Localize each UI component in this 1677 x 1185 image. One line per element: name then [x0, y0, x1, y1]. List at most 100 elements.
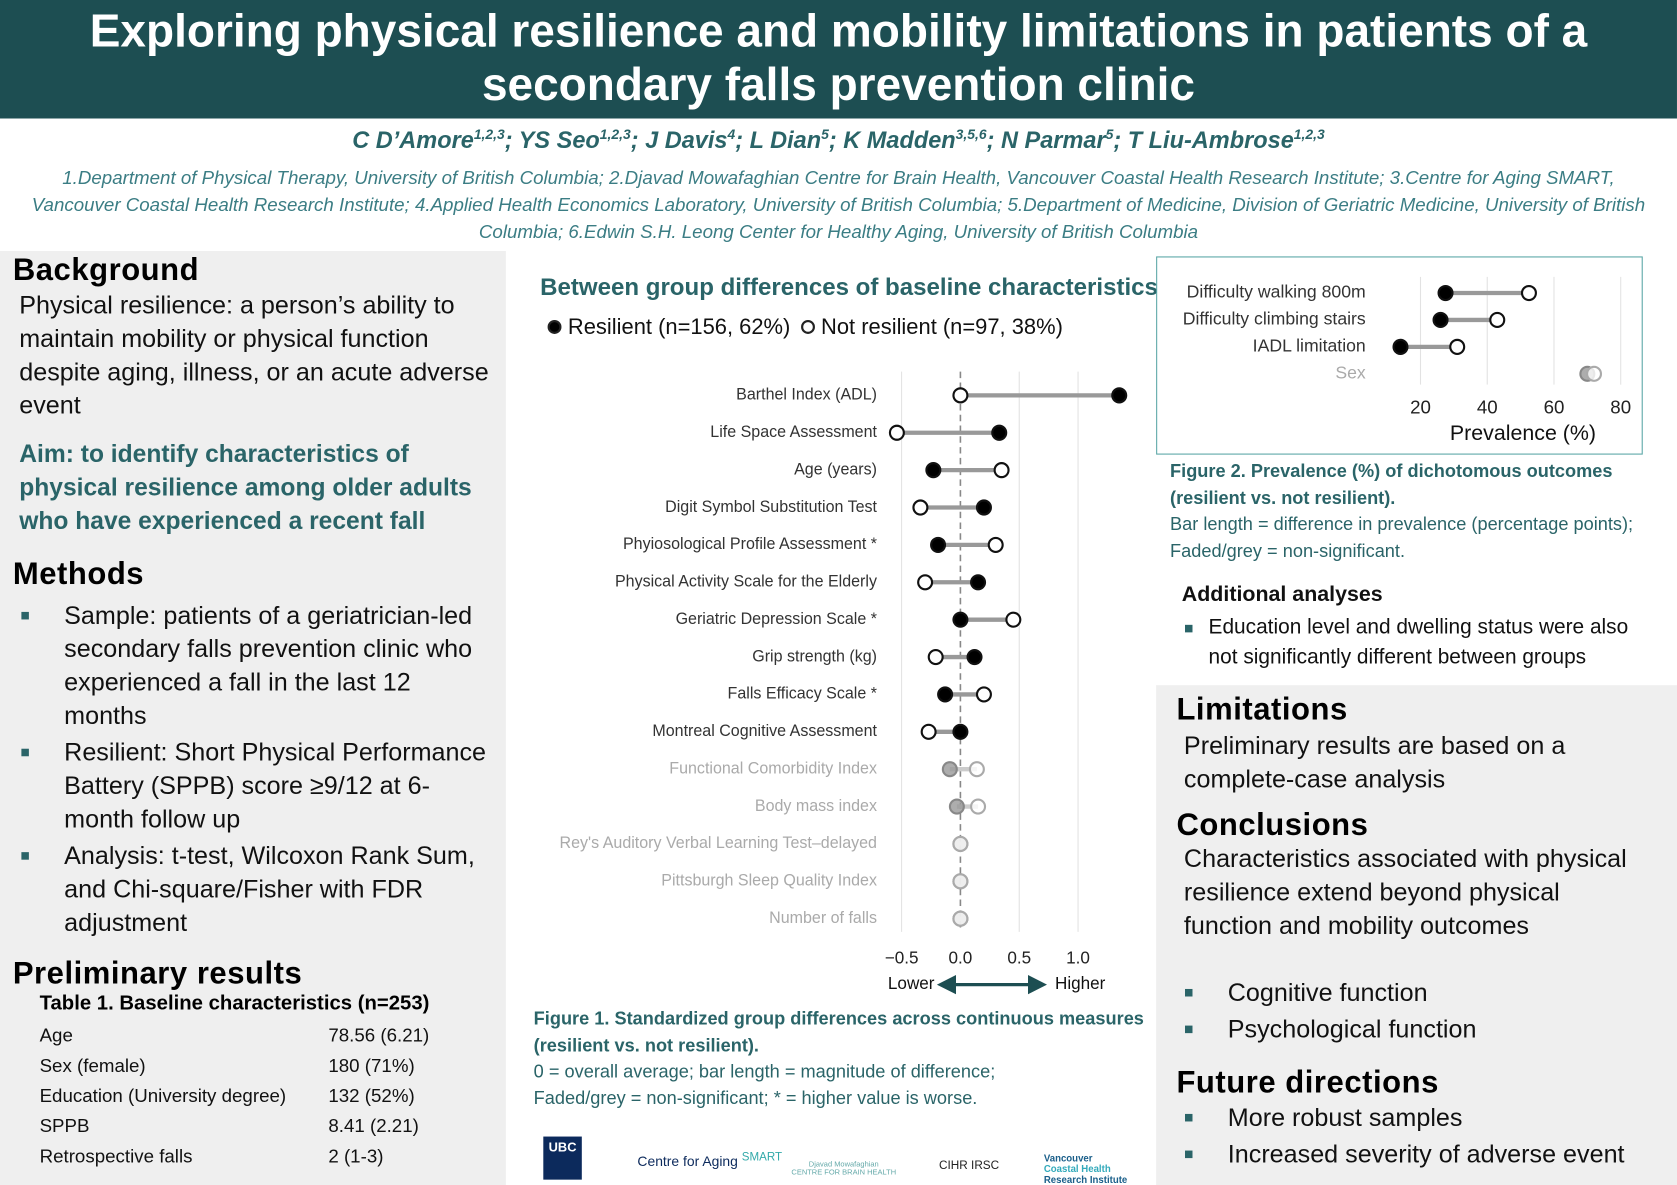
x-tick-label: 0.0 [949, 947, 973, 967]
table-cell: Education (University degree) [39, 1084, 287, 1106]
table-cell: 132 (52%) [328, 1084, 415, 1106]
bullet: Psychological function [1176, 1013, 1668, 1046]
dot [966, 648, 983, 666]
caption: Figure 2. Prevalence (%) of dichotomous … [1170, 459, 1651, 565]
logo-text: Centre for Aging [637, 1153, 738, 1170]
x-tick-label: −0.5 [885, 947, 919, 967]
dot [927, 648, 944, 666]
logo-text: Research Institute [1043, 1174, 1128, 1185]
separator: ; [504, 126, 513, 154]
logo-text: Djavad Mowafaghian [808, 1161, 879, 1169]
y-label: Life Space Assessment [710, 423, 877, 441]
note: Faded/grey = non-significant; * = higher… [533, 1087, 978, 1109]
aim: Aim: to identify characteristics of phys… [19, 439, 472, 535]
dot [937, 686, 954, 703]
heading: Limitations [1176, 692, 1348, 728]
bullet: Cognitive function [1176, 976, 1668, 1009]
table-row: Education (University degree) 132 (52%) [40, 1081, 430, 1111]
bullet: Analysis: t-test, Wilcoxon Rank Sum, and… [13, 839, 494, 939]
logo: UBC [543, 1136, 582, 1180]
figure-2: 20 40 60 80 Difficulty walking 800m Difficult… [1156, 256, 1643, 455]
dot [917, 574, 934, 591]
heading: Background [12, 253, 200, 288]
separator: ; [1113, 126, 1122, 154]
legend-label: Not resilient (n=97, 38%) [821, 314, 1063, 340]
separator: ; [986, 126, 995, 154]
x-axis-label: Prevalence (%) [1450, 421, 1596, 445]
bullet: Increased severity of adverse event [1176, 1138, 1677, 1171]
affiliation-number: 1,2,3 [1293, 126, 1325, 143]
dot [1432, 311, 1449, 329]
dot [948, 798, 965, 815]
list: Education level and dwelling status were… [1176, 612, 1647, 676]
dot [952, 835, 969, 853]
table-cell: SPPB [39, 1114, 90, 1137]
table-cell: Retrospective falls [39, 1144, 193, 1167]
dot [968, 761, 985, 778]
text: Preliminary results are based on a compl… [1183, 731, 1566, 793]
bullet: Sample: patients of a geriatrician-led s… [13, 599, 494, 733]
title: Exploring physical resilience and mobili… [89, 5, 1588, 111]
figure-1: −0.5 0.0 0.5 1.0 Barthel Index (ADL) Life Spa… [560, 371, 1128, 995]
left-column: Background Physical resilience: a person… [0, 251, 506, 1185]
y-label: Falls Efficacy Scale * [728, 685, 878, 703]
table-cell: 78.56 (6.21) [328, 1023, 430, 1046]
text: Physical resilience: a person’s ability … [19, 290, 489, 420]
table-row: SPPB 8.41 (2.21) [40, 1111, 430, 1141]
dot [925, 462, 942, 479]
chart-title: Between group differences of baseline ch… [540, 273, 1158, 301]
axis-annotation: Higher [1055, 973, 1106, 993]
author: J Davis [645, 126, 728, 154]
note: Faded/grey = non-significant. [1170, 540, 1406, 561]
x-tick-label: 40 [1477, 396, 1498, 417]
x-tick-label: 20 [1410, 396, 1431, 417]
y-label: Geriatric Depression Scale * [676, 610, 878, 628]
affiliations: 1.Department of Physical Therapy, Univer… [31, 166, 1646, 243]
caption: Figure 1. Standardized group differences… [534, 1006, 1149, 1112]
dot [987, 536, 1004, 553]
heading: Methods [12, 556, 145, 592]
bullet: Education level and dwelling status were… [1176, 612, 1647, 672]
author: T Liu-Ambrose [1127, 126, 1294, 154]
logo: Djavad Mowafaghian CENTRE FOR BRAIN HEALT… [791, 1161, 896, 1176]
y-label: Difficulty climbing stairs [1183, 309, 1366, 329]
table-row: Retrospective falls 2 (1-3) [40, 1141, 430, 1171]
y-label: Sex [1335, 362, 1366, 382]
dot [888, 424, 905, 441]
logo: CIHR IRSC [939, 1159, 1000, 1173]
dot [952, 910, 969, 927]
author: N Parmar [1001, 126, 1106, 154]
author: K Madden [843, 126, 956, 154]
logo-text: Coastal Health [1043, 1163, 1111, 1175]
dot [930, 536, 947, 553]
dot [1520, 284, 1537, 302]
dot [993, 462, 1010, 479]
y-label: Montreal Cognitive Assessment [652, 722, 877, 740]
dot [912, 499, 929, 516]
axis-annotation: Lower [888, 973, 935, 993]
heading: Future directions [1176, 1065, 1439, 1100]
affiliation-number: 5 [821, 126, 829, 143]
dot [1005, 611, 1022, 628]
y-label: Age (years) [794, 460, 877, 478]
x-tick-label: 80 [1610, 396, 1631, 417]
y-label: Rey's Auditory Verbal Learning Test–dela… [560, 834, 877, 852]
dot [970, 574, 987, 591]
dot [1111, 387, 1128, 404]
table-cell: Age [39, 1023, 73, 1046]
dot [1392, 338, 1409, 355]
right-panel: Limitations Preliminary results are base… [1156, 685, 1677, 1185]
x-tick-label: 1.0 [1066, 947, 1090, 967]
caption-title: Figure 1. Standardized group differences… [533, 1008, 1144, 1056]
y-label: Barthel Index (ADL) [736, 386, 877, 404]
bullet: Resilient: Short Physical Performance Ba… [13, 736, 494, 836]
author: YS Seo [518, 126, 600, 154]
affiliation-number: 3,5,6 [955, 126, 987, 143]
dot [952, 723, 969, 740]
legend-label: Resilient (n=156, 62%) [567, 314, 791, 340]
dot [952, 387, 969, 404]
heading: Conclusions [1176, 807, 1369, 843]
y-label: IADL limitation [1253, 336, 1366, 356]
table-cell: 2 (1-3) [328, 1144, 384, 1167]
